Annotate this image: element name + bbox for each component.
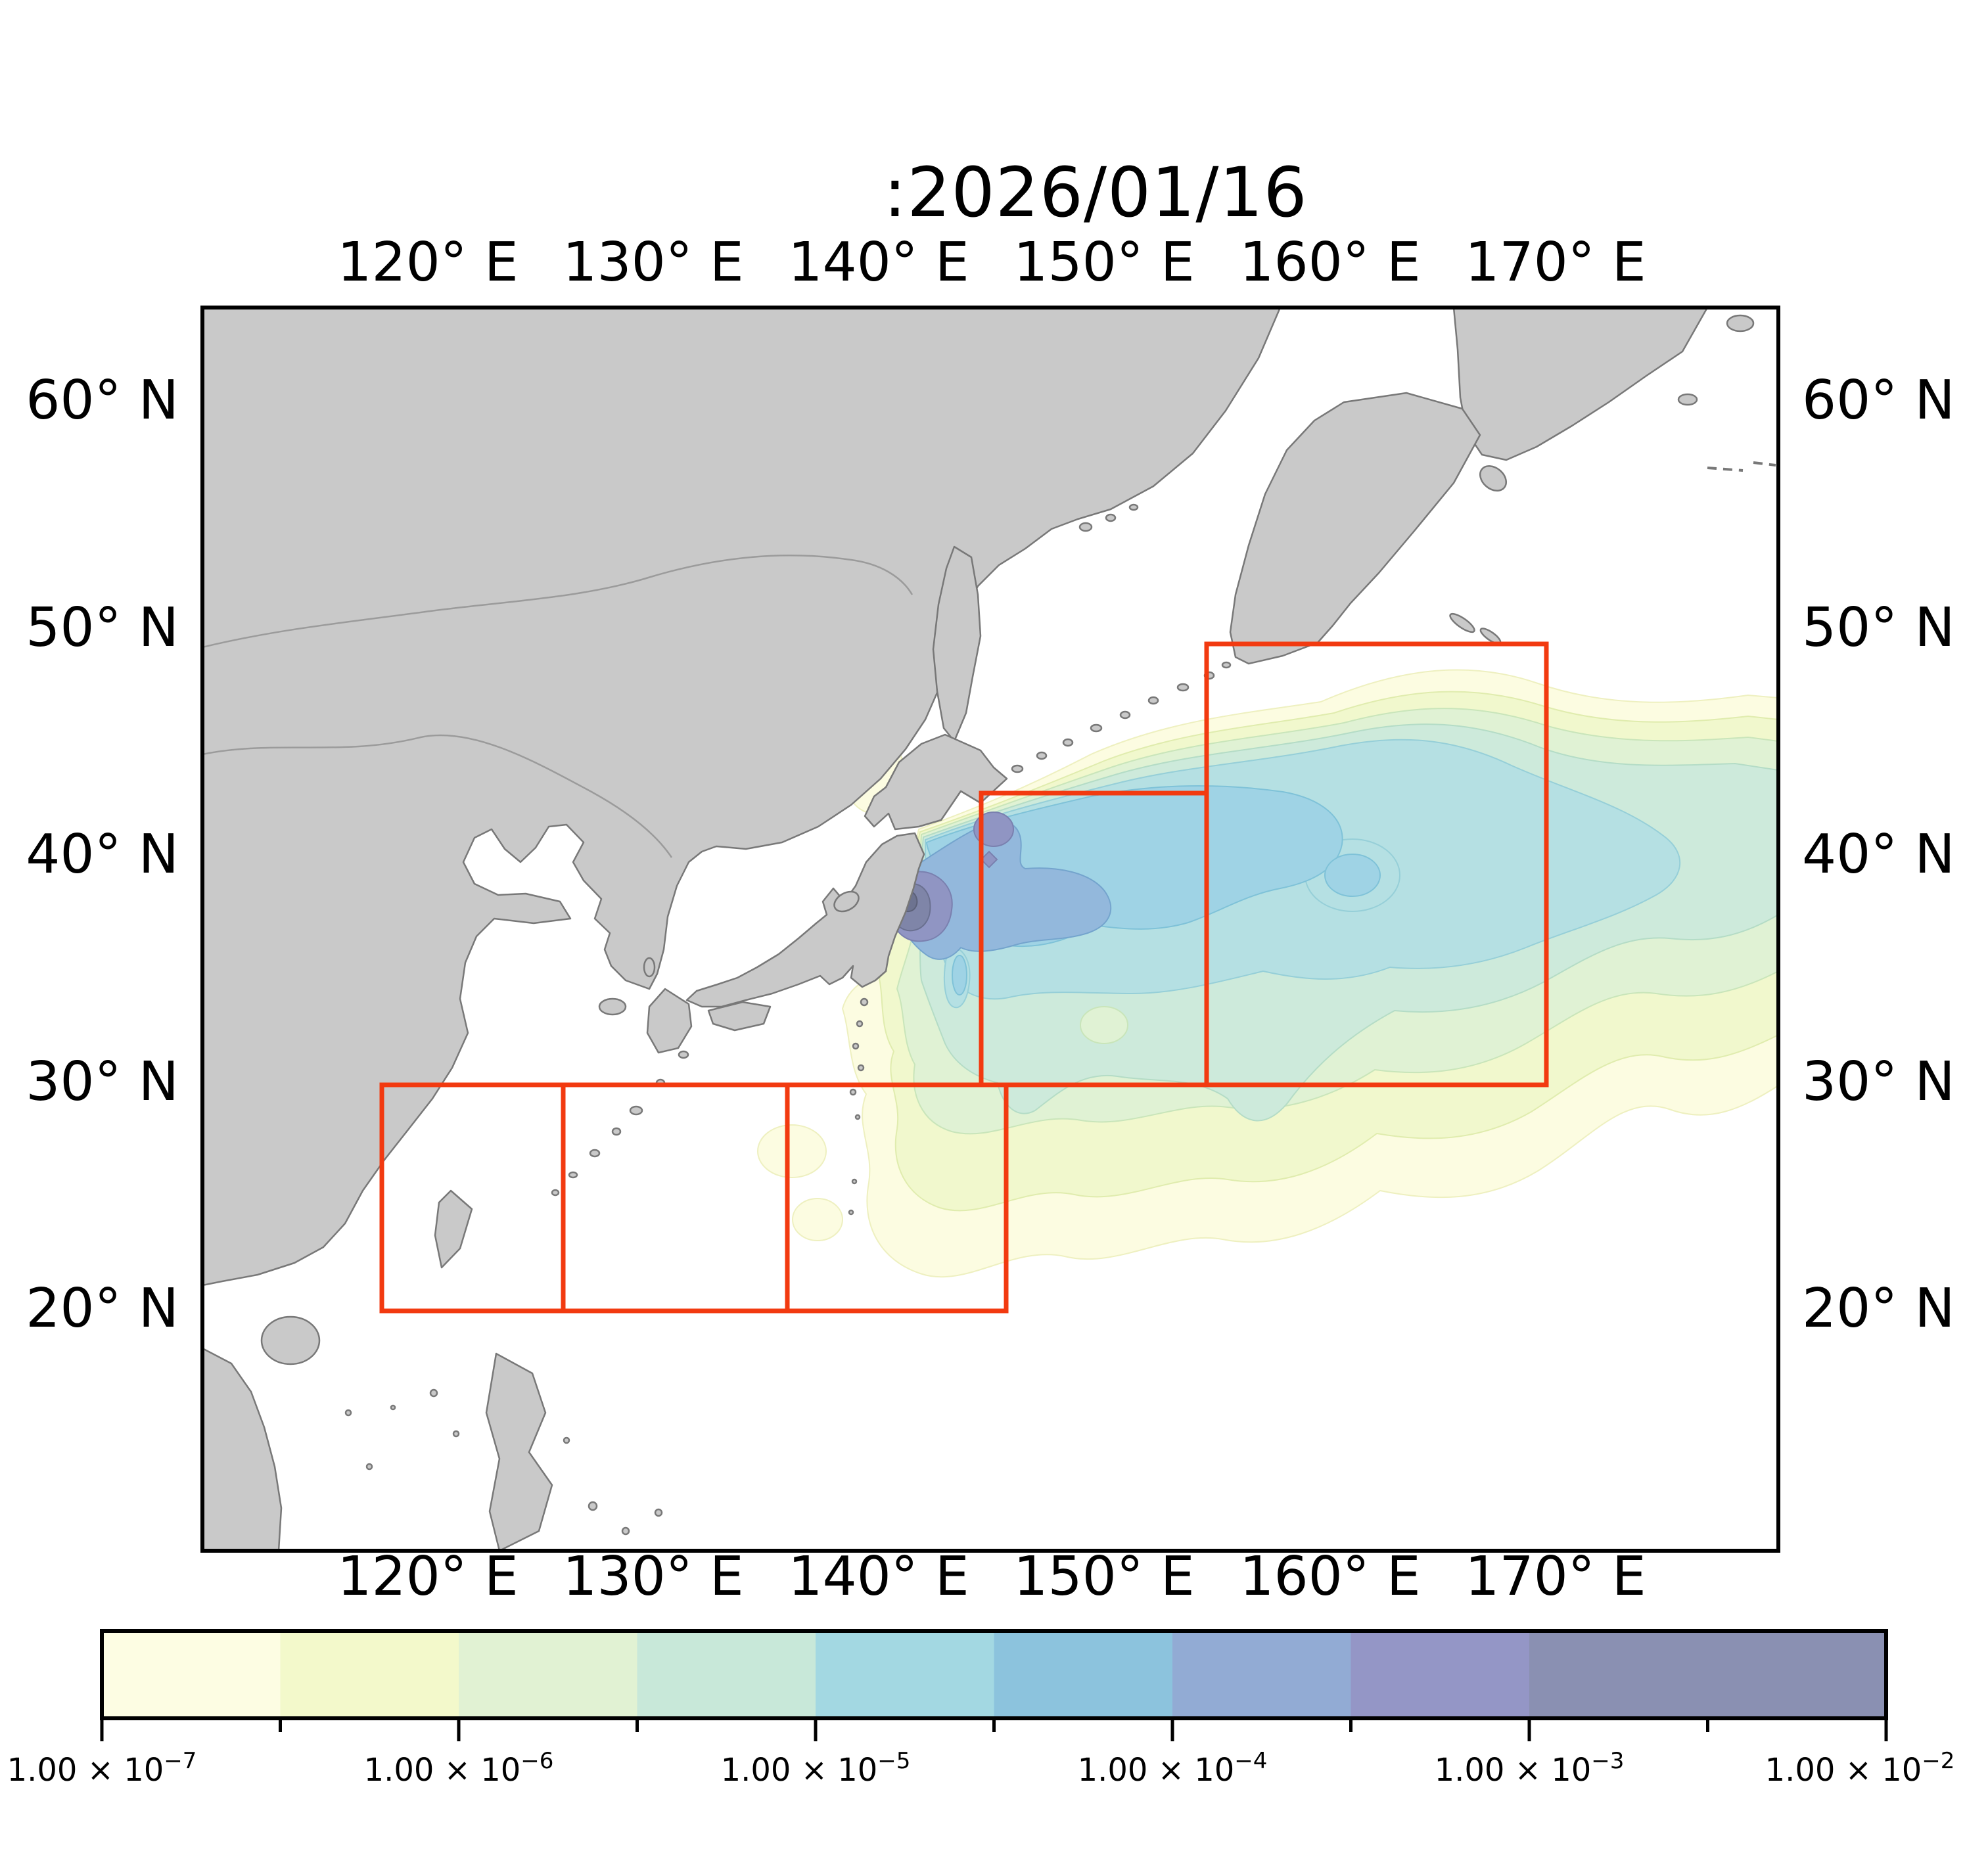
colorbar-label-exp: −6 bbox=[520, 1748, 554, 1774]
land-northeast-corner bbox=[1452, 308, 1709, 461]
land-cheju bbox=[598, 997, 627, 1016]
dashed-coast-fragments bbox=[1707, 461, 1776, 472]
lon-label-bottom-120e: 120° E bbox=[337, 1545, 519, 1608]
lon-label-top-170e: 170° E bbox=[1465, 231, 1646, 294]
region-box-offshore-east bbox=[979, 790, 1209, 1087]
colorbar-label-1e-2: 1.00 × 10−2 bbox=[1755, 1748, 1965, 1789]
colorbar-label-base: 1.00 × 10 bbox=[1434, 1752, 1592, 1789]
colorbar-label-base: 1.00 × 10 bbox=[720, 1752, 878, 1789]
colorbar-label-exp: −2 bbox=[1922, 1748, 1955, 1774]
contour-finger-l6 bbox=[952, 955, 967, 995]
colorbar bbox=[100, 1629, 1888, 1741]
contour-isolated-l6 bbox=[1324, 854, 1381, 897]
lon-label-top-160e: 160° E bbox=[1239, 231, 1421, 294]
lon-label-bottom-160e: 160° E bbox=[1239, 1545, 1421, 1608]
colorbar-label-1e-5: 1.00 × 10−5 bbox=[684, 1748, 947, 1789]
colorbar-label-base: 1.00 × 10 bbox=[7, 1752, 164, 1789]
lon-label-top-120e: 120° E bbox=[337, 231, 519, 294]
lat-label-right-50n: 50° N bbox=[1802, 597, 1955, 659]
contour-patch-south-1 bbox=[757, 1124, 827, 1178]
contour-level-3e-04-diamond bbox=[980, 850, 998, 869]
land-shikoku bbox=[707, 1001, 772, 1032]
izu-bonin-islands bbox=[848, 997, 869, 1216]
colorbar-label-1e-6: 1.00 × 10−6 bbox=[327, 1748, 590, 1789]
land-ne-islet-1 bbox=[1726, 314, 1755, 332]
colorbar-label-exp: −7 bbox=[164, 1748, 197, 1774]
land-commander-1 bbox=[1449, 612, 1475, 633]
lat-label-right-30n: 30° N bbox=[1802, 1051, 1955, 1113]
contour-level-3e-04-north-blob bbox=[973, 812, 1014, 847]
lon-label-bottom-150e: 150° E bbox=[1013, 1545, 1195, 1608]
contour-patch-south-2 bbox=[792, 1198, 843, 1241]
colorbar-label-exp: −3 bbox=[1591, 1748, 1625, 1774]
lat-label-left-60n: 60° N bbox=[26, 369, 179, 432]
lon-label-top-150e: 150° E bbox=[1013, 231, 1195, 294]
lat-label-right-20n: 20° N bbox=[1802, 1277, 1955, 1340]
lon-label-bottom-170e: 170° E bbox=[1465, 1545, 1646, 1608]
region-box-south-east bbox=[785, 1082, 1009, 1314]
contour-field bbox=[757, 669, 1778, 1278]
land-tsushima bbox=[643, 957, 656, 978]
figure-title: :2026/01/16 bbox=[883, 152, 1308, 233]
colorbar-label-exp: −5 bbox=[877, 1748, 911, 1774]
colorbar-label-base: 1.00 × 10 bbox=[363, 1752, 521, 1789]
land-hainan bbox=[260, 1315, 321, 1365]
map-frame bbox=[200, 306, 1780, 1553]
lat-label-left-30n: 30° N bbox=[26, 1051, 179, 1113]
lat-label-left-40n: 40° N bbox=[26, 823, 179, 886]
landmasses bbox=[202, 308, 1755, 1551]
land-luzon bbox=[485, 1352, 553, 1551]
country-borders bbox=[202, 554, 913, 858]
colorbar-label-1e-4: 1.00 × 10−4 bbox=[1041, 1748, 1304, 1789]
colorbar-label-exp: −4 bbox=[1234, 1748, 1268, 1774]
lat-label-left-50n: 50° N bbox=[26, 597, 179, 659]
lon-label-top-130e: 130° E bbox=[563, 231, 744, 294]
land-vietnam-coast bbox=[202, 1347, 283, 1551]
colorbar-label-1e-3: 1.00 × 10−3 bbox=[1398, 1748, 1661, 1789]
land-karaginsky bbox=[1479, 465, 1507, 492]
shantar-islands bbox=[1078, 503, 1139, 532]
contour-hole-l3 bbox=[1080, 1006, 1128, 1044]
land-kamchatka bbox=[1229, 392, 1481, 665]
lon-label-bottom-130e: 130° E bbox=[563, 1545, 744, 1608]
land-kyushu bbox=[646, 988, 693, 1054]
land-taiwan bbox=[434, 1189, 473, 1269]
lon-label-bottom-140e: 140° E bbox=[788, 1545, 969, 1608]
region-boxes bbox=[379, 641, 1549, 1314]
colorbar-ticks bbox=[100, 1718, 1888, 1741]
land-ne-islet-2 bbox=[1677, 393, 1698, 406]
colorbar-label-base: 1.00 × 10 bbox=[1765, 1752, 1922, 1789]
lat-label-left-20n: 20° N bbox=[26, 1277, 179, 1340]
land-sado bbox=[833, 890, 860, 913]
lat-label-right-40n: 40° N bbox=[1802, 823, 1955, 886]
colorbar-label-1e-7: 1.00 × 10−7 bbox=[0, 1748, 233, 1789]
lon-label-top-140e: 140° E bbox=[788, 231, 969, 294]
sea-islets bbox=[344, 1388, 663, 1536]
colorbar-label-base: 1.00 × 10 bbox=[1077, 1752, 1235, 1789]
colorbar-segments bbox=[102, 1631, 1886, 1718]
lat-label-right-60n: 60° N bbox=[1802, 369, 1955, 432]
land-hokkaido bbox=[864, 733, 1008, 831]
